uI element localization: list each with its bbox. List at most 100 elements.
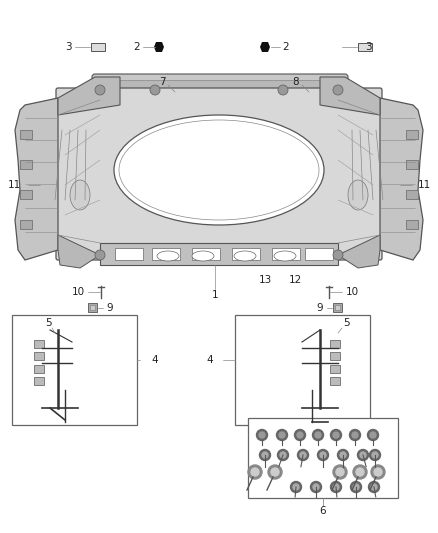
Text: 4: 4 xyxy=(207,355,213,365)
Text: 3: 3 xyxy=(365,42,371,52)
Circle shape xyxy=(352,432,358,438)
Bar xyxy=(192,248,220,260)
Circle shape xyxy=(315,432,321,438)
Circle shape xyxy=(353,465,367,479)
FancyBboxPatch shape xyxy=(92,74,348,102)
Bar xyxy=(20,160,32,169)
Bar xyxy=(34,340,44,348)
Bar xyxy=(91,43,105,51)
Polygon shape xyxy=(380,98,423,260)
Circle shape xyxy=(350,430,360,440)
Circle shape xyxy=(257,430,268,440)
Circle shape xyxy=(262,452,268,458)
Polygon shape xyxy=(58,77,120,115)
Circle shape xyxy=(271,468,279,476)
Text: 6: 6 xyxy=(320,506,326,516)
Circle shape xyxy=(336,468,344,476)
Circle shape xyxy=(297,449,308,461)
Text: 9: 9 xyxy=(317,303,323,313)
Circle shape xyxy=(367,430,378,440)
Circle shape xyxy=(312,430,324,440)
Ellipse shape xyxy=(192,251,214,261)
Text: 5: 5 xyxy=(45,318,51,328)
Ellipse shape xyxy=(274,251,296,261)
Text: 10: 10 xyxy=(71,287,85,297)
Circle shape xyxy=(259,449,271,461)
Bar xyxy=(248,418,398,498)
Circle shape xyxy=(372,452,378,458)
Circle shape xyxy=(276,430,287,440)
Circle shape xyxy=(374,468,382,476)
Circle shape xyxy=(278,449,289,461)
Ellipse shape xyxy=(348,180,368,210)
Ellipse shape xyxy=(119,120,319,220)
Ellipse shape xyxy=(114,115,324,225)
Bar xyxy=(272,248,300,260)
Bar xyxy=(100,80,340,90)
Bar xyxy=(88,303,97,312)
Bar xyxy=(34,377,44,385)
Ellipse shape xyxy=(234,251,256,261)
Bar xyxy=(330,365,340,373)
Bar xyxy=(330,340,340,348)
Circle shape xyxy=(368,481,379,492)
Circle shape xyxy=(290,481,301,492)
Circle shape xyxy=(268,465,282,479)
Bar xyxy=(305,248,333,260)
Circle shape xyxy=(370,432,376,438)
Circle shape xyxy=(353,484,359,490)
Text: 5: 5 xyxy=(343,318,350,328)
Circle shape xyxy=(357,449,368,461)
Bar xyxy=(335,305,340,310)
Bar xyxy=(232,248,260,260)
Circle shape xyxy=(313,484,319,490)
Text: 10: 10 xyxy=(346,287,359,297)
Text: 2: 2 xyxy=(134,42,140,52)
Polygon shape xyxy=(320,77,380,115)
Circle shape xyxy=(333,465,347,479)
Text: 8: 8 xyxy=(293,77,299,87)
Bar xyxy=(406,190,418,199)
Circle shape xyxy=(293,484,299,490)
Bar xyxy=(12,315,137,425)
Circle shape xyxy=(95,250,105,260)
Polygon shape xyxy=(338,235,380,268)
Circle shape xyxy=(370,449,381,461)
Text: 2: 2 xyxy=(283,42,290,52)
Bar xyxy=(20,130,32,139)
Text: 3: 3 xyxy=(65,42,71,52)
Bar xyxy=(34,365,44,373)
Text: 1: 1 xyxy=(212,290,218,300)
Polygon shape xyxy=(260,42,270,52)
Bar xyxy=(330,377,340,385)
Ellipse shape xyxy=(70,180,90,210)
Circle shape xyxy=(360,452,366,458)
Bar xyxy=(100,243,338,265)
Text: 4: 4 xyxy=(152,355,158,365)
Circle shape xyxy=(371,484,377,490)
Circle shape xyxy=(251,468,259,476)
Bar xyxy=(333,303,342,312)
Bar xyxy=(20,190,32,199)
Circle shape xyxy=(331,481,342,492)
Text: 11: 11 xyxy=(7,180,21,190)
Bar xyxy=(406,160,418,169)
Text: 9: 9 xyxy=(107,303,113,313)
Circle shape xyxy=(333,432,339,438)
Bar xyxy=(34,352,44,360)
Bar xyxy=(235,315,370,425)
Circle shape xyxy=(333,85,343,95)
Circle shape xyxy=(297,432,303,438)
Circle shape xyxy=(320,452,326,458)
Polygon shape xyxy=(58,235,100,268)
Polygon shape xyxy=(154,42,164,52)
Text: 7: 7 xyxy=(159,77,165,87)
Circle shape xyxy=(278,85,288,95)
Circle shape xyxy=(280,452,286,458)
Circle shape xyxy=(318,449,328,461)
Circle shape xyxy=(300,452,306,458)
Bar xyxy=(20,220,32,229)
Circle shape xyxy=(333,250,343,260)
Circle shape xyxy=(311,481,321,492)
Circle shape xyxy=(340,452,346,458)
